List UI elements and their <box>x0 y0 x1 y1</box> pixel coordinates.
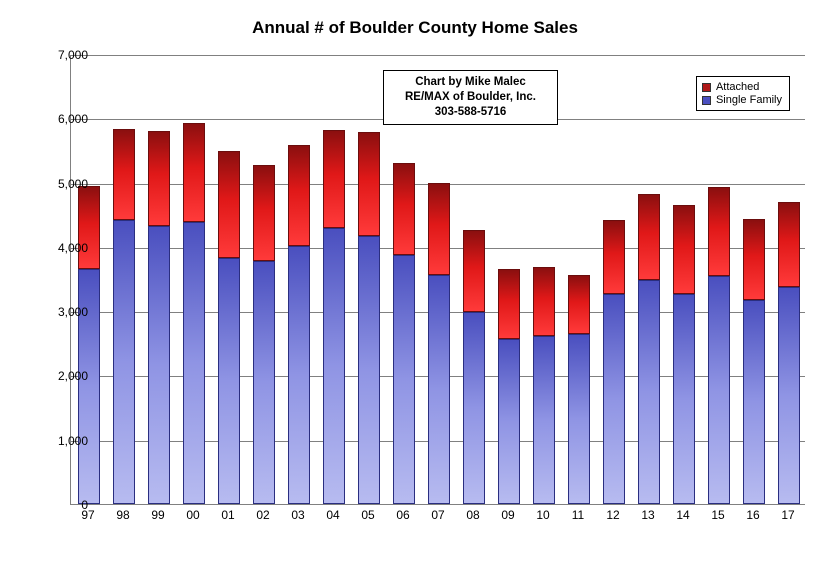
x-tick-label: 01 <box>211 508 246 522</box>
y-tick-label: 5,000 <box>38 177 88 191</box>
bar-segment-attached <box>78 186 100 269</box>
x-tick-label: 02 <box>246 508 281 522</box>
bar-segment-attached <box>673 205 695 294</box>
bar-segment-single-family <box>428 275 450 504</box>
attribution-line-3: 303-588-5716 <box>390 105 551 120</box>
x-tick-label: 03 <box>281 508 316 522</box>
y-tick-label: 7,000 <box>38 48 88 62</box>
x-tick-label: 07 <box>421 508 456 522</box>
legend-label-single-family: Single Family <box>716 94 782 106</box>
bar-segment-attached <box>603 220 625 295</box>
bar-segment-single-family <box>533 336 555 504</box>
x-tick-label: 11 <box>561 508 596 522</box>
x-tick-label: 15 <box>701 508 736 522</box>
bar-segment-single-family <box>358 236 380 504</box>
legend-swatch-attached-icon <box>702 83 711 92</box>
bar-segment-attached <box>463 230 485 312</box>
y-tick-label: 4,000 <box>38 241 88 255</box>
bar-segment-attached <box>638 194 660 280</box>
x-tick-label: 09 <box>491 508 526 522</box>
legend-item-attached: Attached <box>702 81 782 93</box>
bar-segment-attached <box>533 267 555 336</box>
bar-segment-attached <box>323 130 345 228</box>
bar-segment-attached <box>778 202 800 287</box>
bar-segment-single-family <box>708 276 730 504</box>
bar-segment-single-family <box>673 294 695 504</box>
y-tick-label: 3,000 <box>38 305 88 319</box>
bar-segment-attached <box>498 269 520 340</box>
bar-segment-attached <box>358 132 380 236</box>
attribution-box: Chart by Mike Malec RE/MAX of Boulder, I… <box>383 70 558 125</box>
attribution-line-2: RE/MAX of Boulder, Inc. <box>390 90 551 105</box>
bar-segment-attached <box>183 123 205 222</box>
bar-segment-single-family <box>568 334 590 504</box>
x-tick-label: 14 <box>666 508 701 522</box>
bar-segment-single-family <box>288 246 310 504</box>
legend-label-attached: Attached <box>716 81 759 93</box>
x-tick-label: 98 <box>106 508 141 522</box>
bar-segment-single-family <box>323 228 345 504</box>
bar-segment-attached <box>743 219 765 300</box>
legend-item-single-family: Single Family <box>702 94 782 106</box>
bar-segment-single-family <box>148 226 170 504</box>
x-tick-label: 16 <box>736 508 771 522</box>
bar-segment-single-family <box>393 255 415 504</box>
legend: Attached Single Family <box>696 76 790 111</box>
bar-segment-single-family <box>253 261 275 504</box>
y-tick-label: 2,000 <box>38 369 88 383</box>
legend-swatch-single-family-icon <box>702 96 711 105</box>
y-tick-label: 1,000 <box>38 434 88 448</box>
bar-segment-single-family <box>218 258 240 504</box>
bar-segment-single-family <box>778 287 800 504</box>
bar-segment-attached <box>288 145 310 245</box>
x-tick-label: 13 <box>631 508 666 522</box>
attribution-line-1: Chart by Mike Malec <box>390 75 551 90</box>
x-tick-label: 08 <box>456 508 491 522</box>
chart-title: Annual # of Boulder County Home Sales <box>0 18 830 38</box>
bar-segment-attached <box>393 163 415 256</box>
x-tick-label: 04 <box>316 508 351 522</box>
x-tick-label: 99 <box>141 508 176 522</box>
y-tick-label: 6,000 <box>38 112 88 126</box>
bar-segment-single-family <box>498 339 520 504</box>
x-tick-label: 12 <box>596 508 631 522</box>
bar-segment-attached <box>253 165 275 261</box>
x-tick-label: 05 <box>351 508 386 522</box>
bar-segment-single-family <box>638 280 660 504</box>
bar-segment-single-family <box>603 294 625 504</box>
bar-segment-single-family <box>463 312 485 504</box>
gridline <box>71 55 805 56</box>
bar-segment-attached <box>568 275 590 334</box>
bar-segment-single-family <box>113 220 135 504</box>
bar-segment-single-family <box>183 222 205 504</box>
bar-segment-attached <box>113 129 135 220</box>
x-tick-label: 10 <box>526 508 561 522</box>
bar-segment-attached <box>708 187 730 276</box>
bar-segment-single-family <box>743 300 765 504</box>
x-tick-label: 00 <box>176 508 211 522</box>
bar-segment-attached <box>428 183 450 275</box>
x-tick-label: 06 <box>386 508 421 522</box>
x-tick-label: 17 <box>771 508 806 522</box>
x-tick-label: 97 <box>71 508 106 522</box>
bar-segment-attached <box>218 151 240 258</box>
bar-segment-attached <box>148 131 170 226</box>
